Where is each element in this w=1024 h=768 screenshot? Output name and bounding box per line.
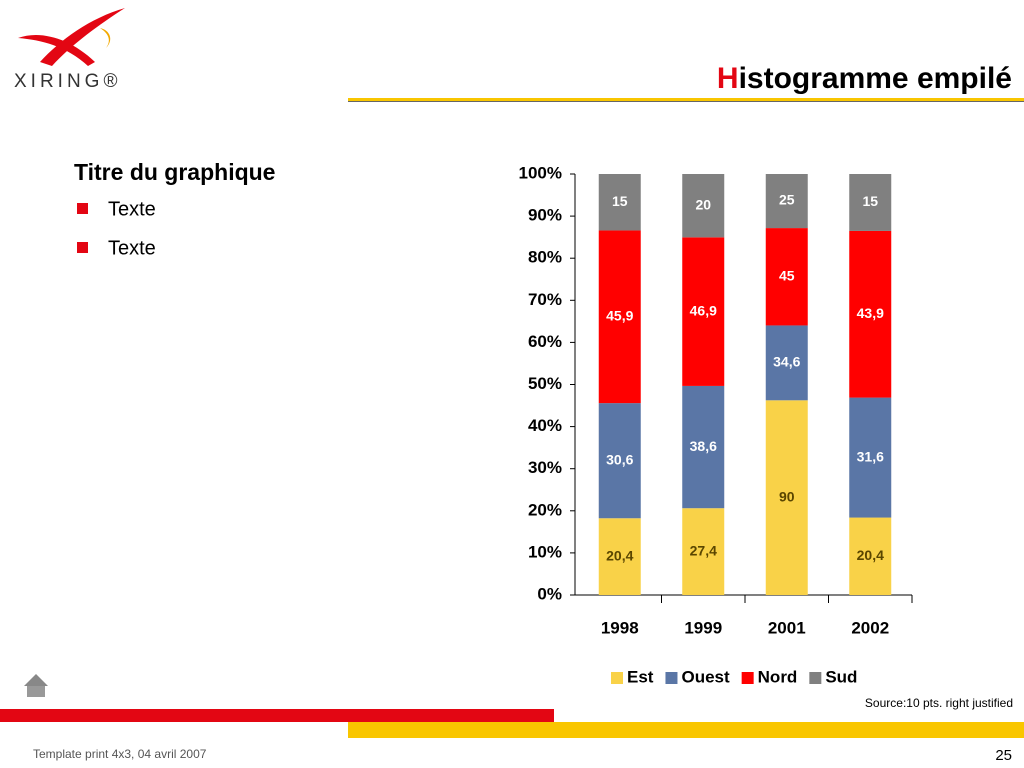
logo-dot [100,28,111,48]
bar-segment [598,230,641,404]
legend-swatch [611,672,623,684]
value-label: 15 [612,193,628,209]
logo-swoosh [18,35,95,66]
source: Source:10 pts. right justified [865,696,1013,710]
heading: Titre du graphique [74,159,275,185]
home-icon[interactable] [24,674,48,697]
value-label: 20,4 [857,547,884,563]
x-tick-label: 1998 [601,618,639,637]
legend-swatch [665,672,678,684]
bar-segment [765,400,808,595]
footer-band-red [0,709,554,722]
slide-title: Histogramme empilé [717,62,1012,95]
bar-segment [682,174,725,238]
bar-segment [682,237,725,386]
page-number: 25 [995,747,1012,764]
y-tick-label: 0% [537,584,562,603]
x-tick-label: 1999 [684,618,722,637]
y-tick-label: 30% [528,458,562,477]
legend-label: Est [627,667,654,686]
bar-segment [682,385,725,509]
y-tick-label: 10% [528,542,562,561]
bar-segment [849,517,892,595]
value-label: 30,6 [606,451,633,467]
bar-segment [765,174,808,229]
footer-template: Template print 4x3, 04 avril 2007 [33,747,207,761]
bar-segment [682,508,725,595]
bullet-text: Texte [108,237,156,259]
legend-label: Nord [758,667,798,686]
bullet-text: Texte [108,198,156,220]
bar-segment [849,397,892,518]
x-tick-label: 2002 [851,618,889,637]
y-tick-label: 80% [528,248,562,267]
legend-label: Sud [825,667,857,686]
chart: 0% 10% 20% 30% 40% 50% 60% 70% 80% 90% 100% 1998 20,… [519,163,913,686]
value-label: 38,6 [690,438,717,454]
home-roof [24,674,48,686]
title-rule-shadow [348,101,1024,102]
value-label: 45 [779,267,795,283]
x-tick-label: 2001 [768,618,806,637]
logo-text: XIRING® [14,71,121,92]
bar-segment [598,518,641,595]
bar-segment [849,230,892,398]
y-tick-label: 50% [528,374,562,393]
legend-swatch [809,672,822,684]
bar-segment [598,403,641,519]
value-label: 25 [779,192,795,208]
value-label: 31,6 [857,448,884,464]
value-label: 45,9 [606,307,633,323]
value-label: 27,4 [690,542,717,558]
bar-segment [598,174,641,231]
home-body [27,686,45,697]
legend-swatch [741,672,754,684]
y-tick-label: 70% [528,290,562,309]
value-label: 20 [695,196,711,212]
logo-swoosh [40,8,125,66]
bar-segment [765,325,808,401]
y-tick-label: 20% [528,500,562,519]
legend-label: Ouest [681,667,730,686]
value-label: 34,6 [773,354,800,370]
value-label: 90 [779,488,795,504]
value-label: 20,4 [606,547,633,563]
logo: XIRING® [14,8,125,92]
bar-segment [765,228,808,326]
bar-segment [849,174,892,231]
y-tick-label: 40% [528,416,562,435]
y-tick-label: 60% [528,332,562,351]
bullet [77,242,88,253]
footer-band-yellow [348,722,1024,738]
value-label: 46,9 [690,302,717,318]
title-rule [348,98,1024,101]
y-tick-label: 100% [519,163,562,182]
y-tick-label: 90% [528,206,562,225]
bullet [77,203,88,214]
value-label: 15 [862,193,878,209]
value-label: 43,9 [857,305,884,321]
